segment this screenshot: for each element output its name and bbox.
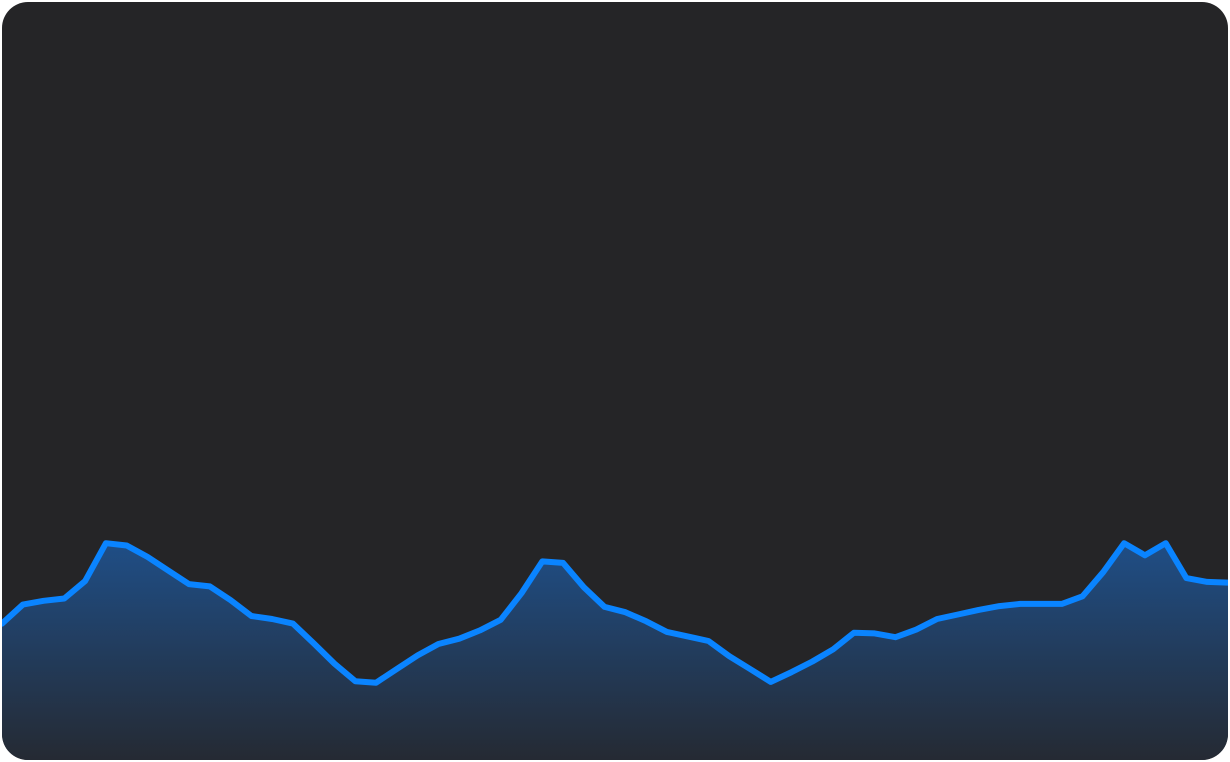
data-point [726,653,732,659]
data-point [934,616,940,622]
data-point [394,666,400,672]
data-point [1017,601,1023,607]
data-point [706,638,712,644]
data-point [415,652,421,658]
data-point [809,659,815,665]
data-point [539,558,545,564]
data-point [373,680,379,686]
data-point [976,607,982,613]
data-point [581,584,587,590]
data-point [996,603,1002,609]
data-point [519,590,525,596]
data-point [124,543,130,549]
data-point [498,617,504,623]
data-point [830,646,836,652]
data-point [290,621,296,627]
data-point [1121,540,1127,546]
data-point [165,568,171,574]
data-point [913,627,919,633]
data-point [1204,579,1210,585]
data-point [103,540,109,546]
data-point [851,630,857,636]
data-point [207,583,213,589]
data-point [269,616,275,622]
data-point [560,560,566,566]
data-point [955,612,961,618]
data-point [145,554,151,560]
data-point [1142,552,1148,558]
data-point [435,641,441,647]
data-point [1183,575,1189,581]
data-point [1080,593,1086,599]
data-point [61,596,67,602]
data-point [332,661,338,667]
data-point [311,640,317,646]
data-point [768,679,774,685]
data-point [248,613,254,619]
series-line [2,540,1228,686]
data-point [41,598,47,604]
data-point [1100,569,1106,575]
data-point [1059,601,1065,607]
data-point [643,618,649,624]
data-point [186,581,192,587]
data-point [352,678,358,684]
data-point [82,578,88,584]
data-point [20,602,26,608]
data-point [664,629,670,635]
data-point [1038,601,1044,607]
data-point [1163,540,1169,546]
data-point [747,666,753,672]
data-point [477,627,483,633]
series-area-fill [2,543,1228,760]
data-point [456,636,462,642]
data-point [872,630,878,636]
data-point [602,604,608,610]
data-point [228,597,234,603]
data-point [893,634,899,640]
data-point [789,669,795,675]
data-point [622,609,628,615]
data-point [685,633,691,639]
